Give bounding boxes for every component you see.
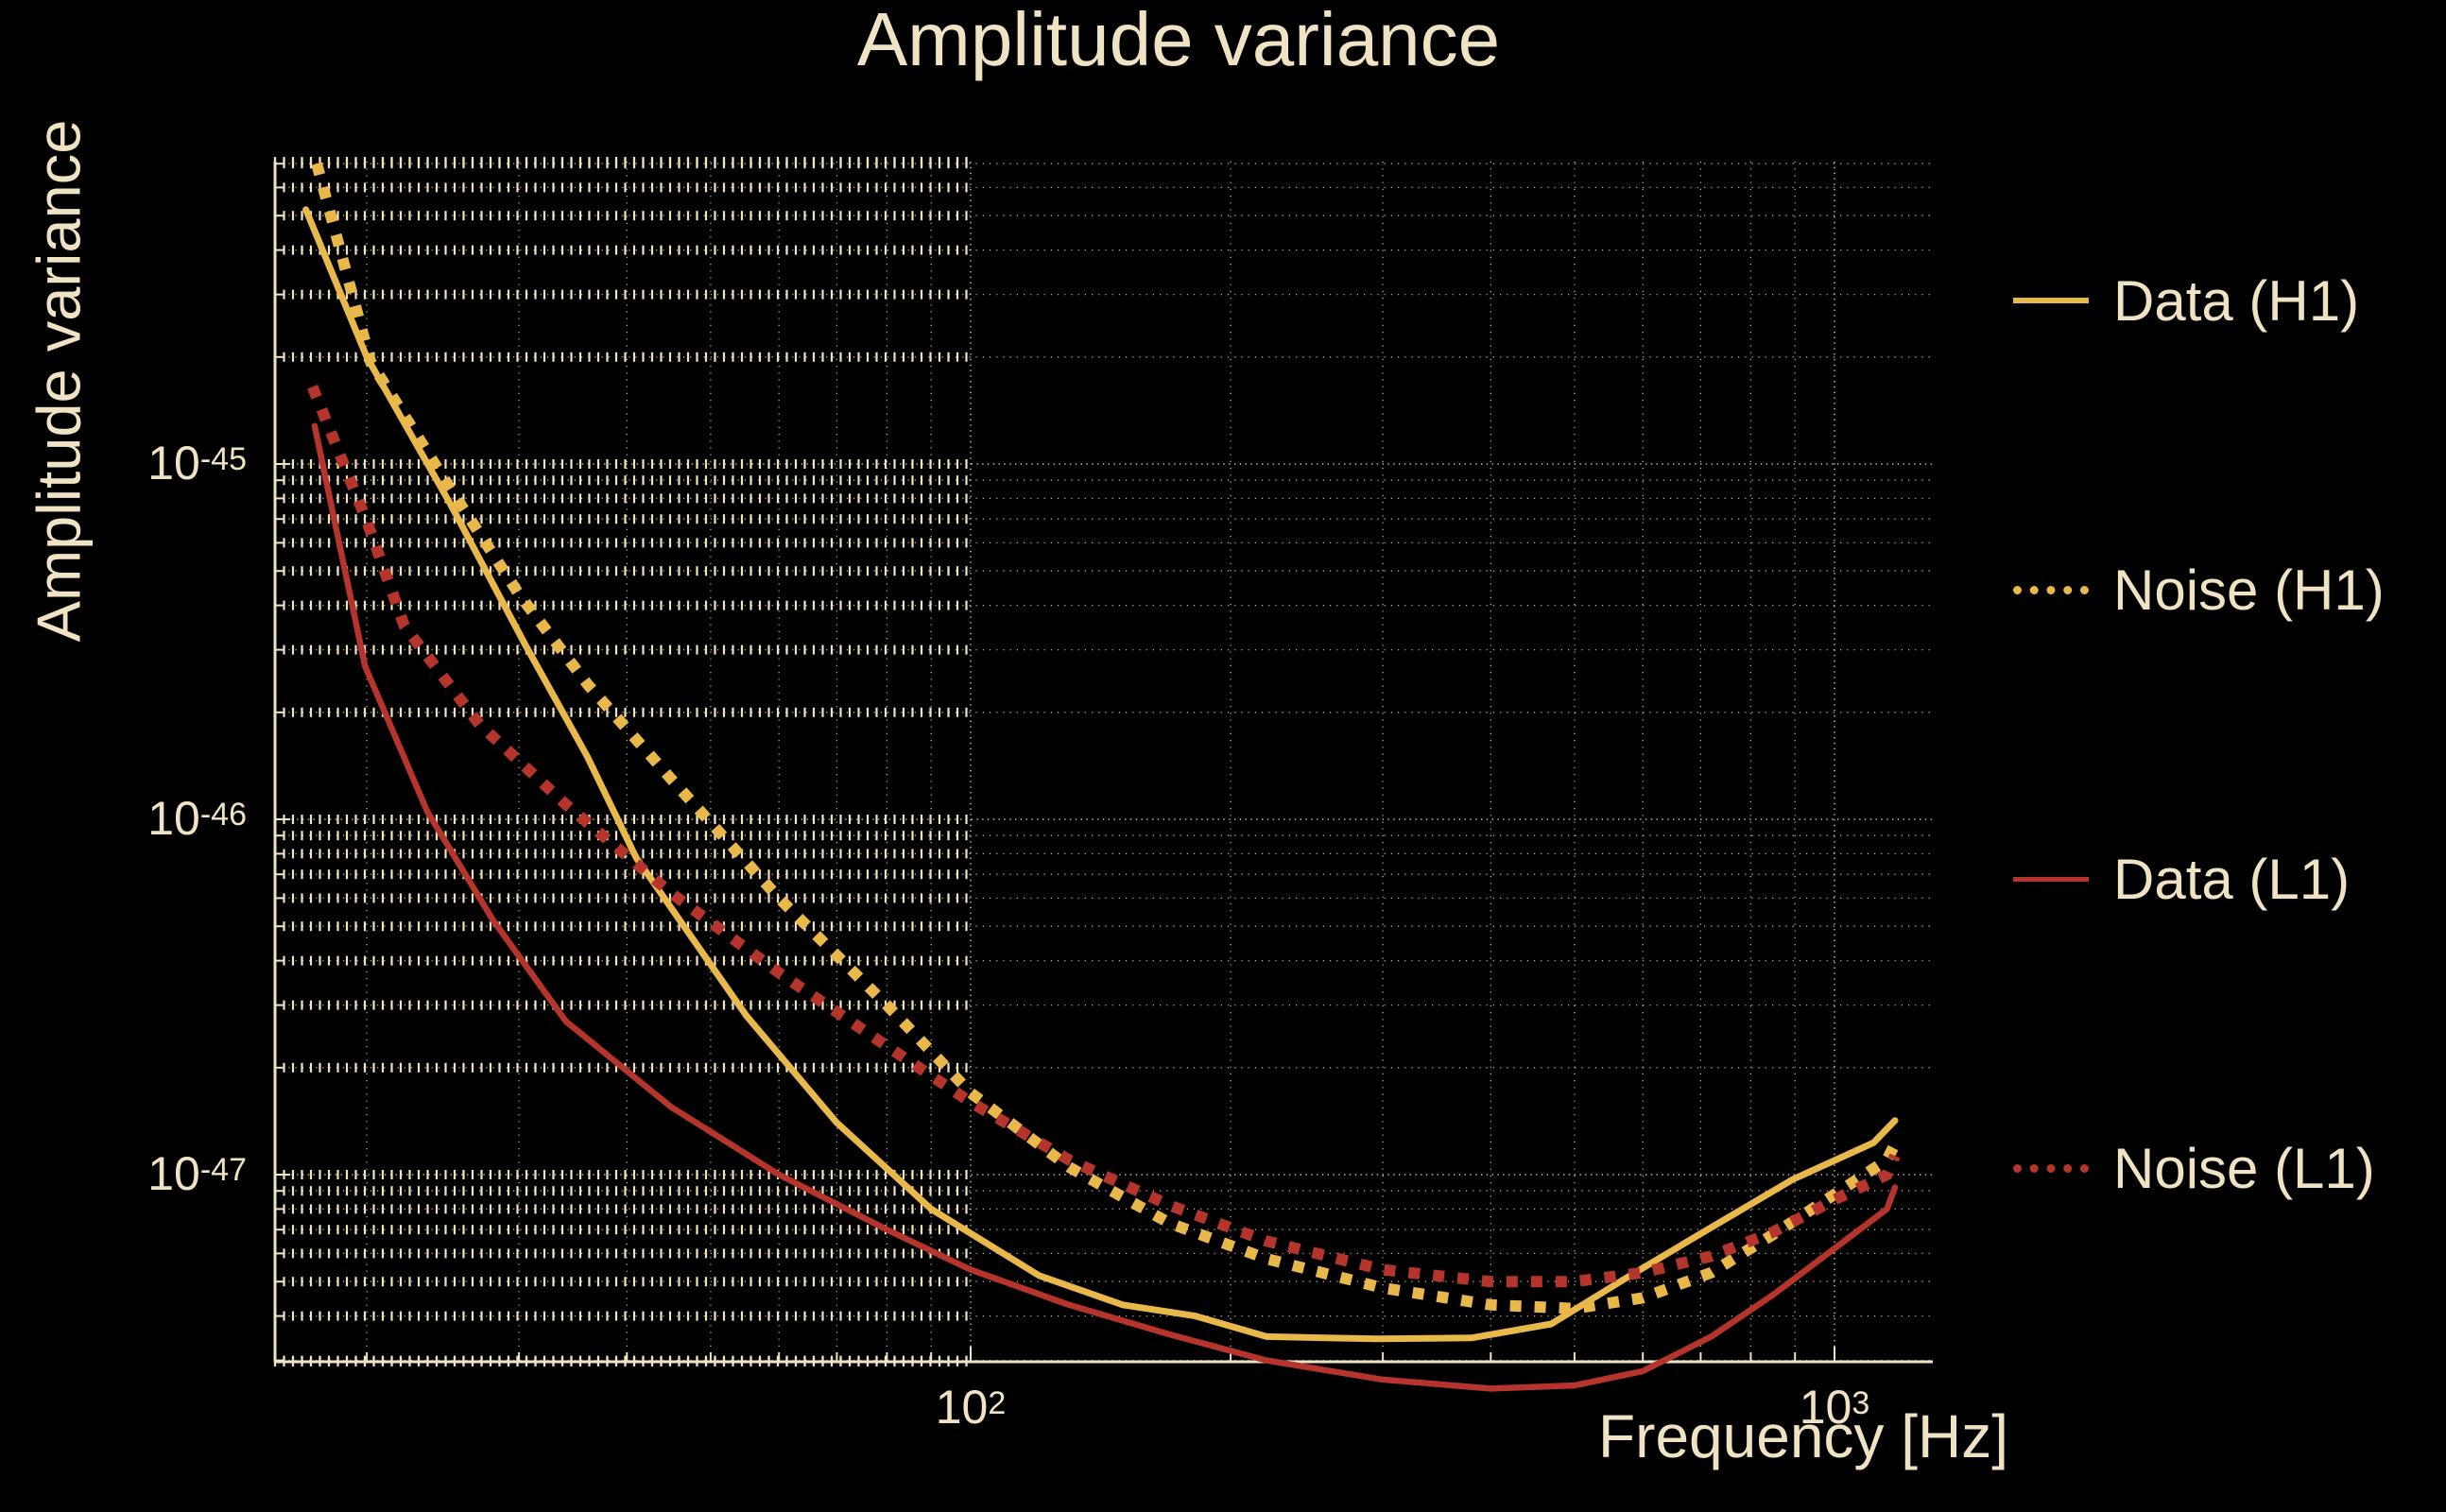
svg-text:10-47: 10-47 — [147, 1147, 247, 1200]
svg-text:103: 103 — [1800, 1381, 1870, 1434]
svg-text:102: 102 — [936, 1381, 1007, 1434]
svg-text:10-46: 10-46 — [147, 792, 247, 845]
svg-text:10-45: 10-45 — [147, 437, 247, 490]
